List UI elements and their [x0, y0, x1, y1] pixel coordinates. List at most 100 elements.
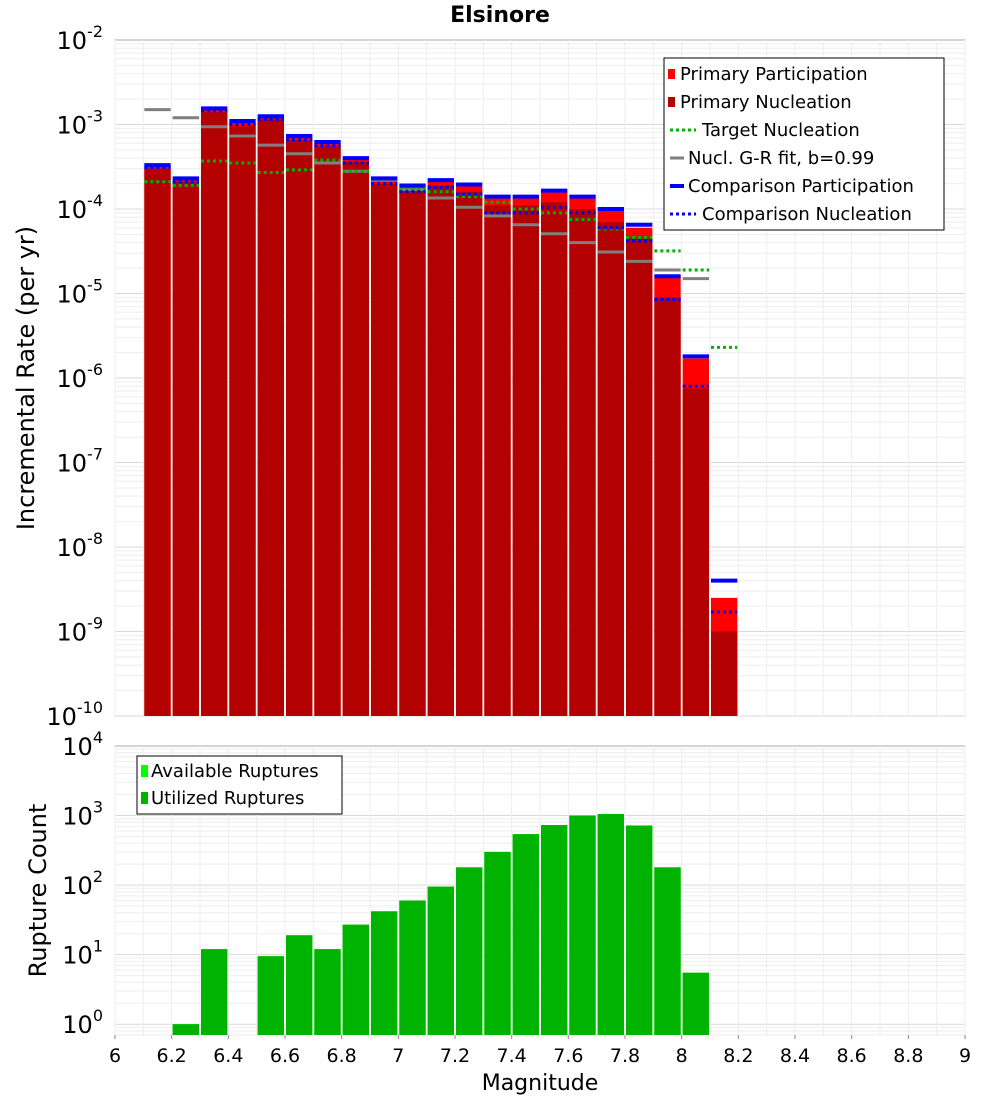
tick-base: 10 — [57, 27, 88, 55]
rate-y-axis-label: Incremental Rate (per yr) — [12, 226, 40, 530]
primary-nucleation-bar — [399, 190, 426, 716]
legend-label: Nucl. G-R fit, b=0.99 — [688, 148, 874, 169]
primary-nucleation-bar — [314, 146, 341, 717]
legend-box — [136, 755, 343, 815]
tick-base: 10 — [57, 534, 88, 562]
utilized-ruptures-bar — [512, 834, 539, 1035]
primary-nucleation-bar — [342, 161, 369, 716]
tick-base: 10 — [46, 703, 77, 731]
primary-nucleation-bar — [541, 202, 568, 716]
legend-label: Primary Nucleation — [680, 92, 852, 113]
x-tick-label: 7.2 — [440, 1045, 470, 1067]
chart-title: Elsinore — [450, 3, 550, 28]
x-tick-label: 7.4 — [497, 1045, 527, 1067]
count-y-axis-label: Rupture Count — [24, 804, 52, 978]
tick-exponent: 3 — [93, 798, 103, 817]
x-tick-label: 8.2 — [723, 1045, 753, 1067]
rate-bars — [144, 109, 738, 717]
utilized-ruptures-bar — [682, 972, 709, 1035]
tick-exponent: -3 — [87, 107, 103, 126]
y-tick-label: 10-3 — [57, 107, 104, 140]
primary-nucleation-bar — [371, 183, 398, 716]
tick-exponent: 1 — [93, 937, 103, 956]
y-tick-label: 10-2 — [57, 22, 104, 55]
primary-nucleation-bar — [569, 209, 596, 716]
y-tick-label: 10-7 — [57, 445, 104, 478]
tick-exponent: -4 — [87, 191, 103, 210]
primary-nucleation-bar — [484, 205, 511, 716]
x-tick-label: 6.2 — [157, 1045, 187, 1067]
utilized-ruptures-bar — [569, 815, 596, 1035]
primary-nucleation-bar — [172, 181, 199, 717]
tick-base: 10 — [57, 196, 88, 224]
tick-exponent: -9 — [87, 614, 103, 633]
available-ruptures-legend-key — [141, 765, 148, 777]
utilized-ruptures-bar — [597, 814, 624, 1035]
legend-label: Comparison Nucleation — [702, 204, 912, 225]
legend-label: Utilized Ruptures — [151, 788, 304, 809]
y-tick-label: 104 — [62, 728, 103, 761]
utilized-ruptures-bar — [286, 935, 313, 1035]
primary-participation-legend-key — [668, 69, 675, 79]
utilized-ruptures-bar — [342, 924, 369, 1035]
tick-exponent: -6 — [87, 360, 103, 379]
primary-nucleation-bar — [711, 631, 738, 716]
tick-base: 10 — [62, 803, 93, 831]
legend-label: Available Ruptures — [151, 761, 319, 782]
utilized-ruptures-bar — [541, 825, 568, 1035]
x-tick-label: 8.4 — [780, 1045, 810, 1067]
rate-panel: Elsinore 10-210-310-410-510-610-710-810-… — [12, 3, 966, 731]
utilized-ruptures-bar — [314, 949, 341, 1035]
count-x-ticks: 6 6.2 6.4 6.6 6.8 7 7.2 7.4 7.6 7.8 8 8.2 8.4 8.6 8.8 9 — [109, 1035, 971, 1067]
y-tick-label: 10-6 — [57, 360, 104, 393]
tick-exponent: -5 — [87, 276, 103, 295]
y-tick-label: 103 — [62, 798, 103, 831]
primary-nucleation-bar — [512, 205, 539, 716]
rate-y-ticks: 10-210-310-410-510-610-710-810-910-10 — [46, 22, 103, 731]
rate-legend: Primary Participation Primary Nucleation T… — [663, 57, 945, 231]
x-tick-label: 8.6 — [837, 1045, 867, 1067]
primary-nucleation-bar — [257, 119, 284, 716]
x-tick-label: 6.8 — [327, 1045, 357, 1067]
x-tick-label: 7.8 — [610, 1045, 640, 1067]
tick-exponent: -8 — [87, 529, 103, 548]
utilized-ruptures-bar — [654, 867, 681, 1035]
utilized-ruptures-legend-key — [141, 792, 148, 804]
rate-lines — [144, 106, 738, 614]
primary-nucleation-bar — [597, 222, 624, 716]
tick-exponent: 0 — [93, 1006, 103, 1025]
tick-base: 10 — [62, 1011, 93, 1039]
tick-base: 10 — [57, 365, 88, 393]
utilized-ruptures-bar — [172, 1024, 199, 1035]
x-tick-label: 8.8 — [893, 1045, 923, 1067]
primary-nucleation-bar — [229, 126, 256, 717]
primary-nucleation-bar — [654, 297, 681, 716]
tick-exponent: 2 — [93, 867, 103, 886]
y-tick-label: 102 — [62, 867, 103, 900]
utilized-ruptures-bar — [257, 956, 284, 1035]
tick-base: 10 — [57, 112, 88, 140]
count-legend: Available Ruptures Utilized Ruptures — [136, 755, 343, 815]
x-tick-label: 6.4 — [213, 1045, 243, 1067]
x-tick-label: 6 — [109, 1045, 121, 1067]
primary-nucleation-bar — [286, 140, 313, 716]
legend-label: Comparison Participation — [688, 176, 914, 197]
tick-exponent: -7 — [87, 445, 103, 464]
primary-nucleation-bar — [626, 238, 653, 717]
tick-base: 10 — [62, 872, 93, 900]
utilized-ruptures-bar — [399, 900, 426, 1035]
primary-nucleation-bar — [682, 388, 709, 716]
tick-exponent: -2 — [87, 22, 103, 41]
y-tick-label: 100 — [62, 1006, 103, 1039]
y-tick-label: 10-10 — [46, 698, 103, 731]
x-tick-label: 8 — [676, 1045, 688, 1067]
x-tick-label: 9 — [959, 1045, 971, 1067]
tick-base: 10 — [57, 619, 88, 647]
y-tick-label: 10-5 — [57, 276, 104, 309]
x-tick-label: 6.6 — [270, 1045, 300, 1067]
x-axis-label: Magnitude — [482, 1071, 599, 1096]
y-tick-label: 10-8 — [57, 529, 104, 562]
primary-nucleation-bar — [144, 168, 171, 717]
